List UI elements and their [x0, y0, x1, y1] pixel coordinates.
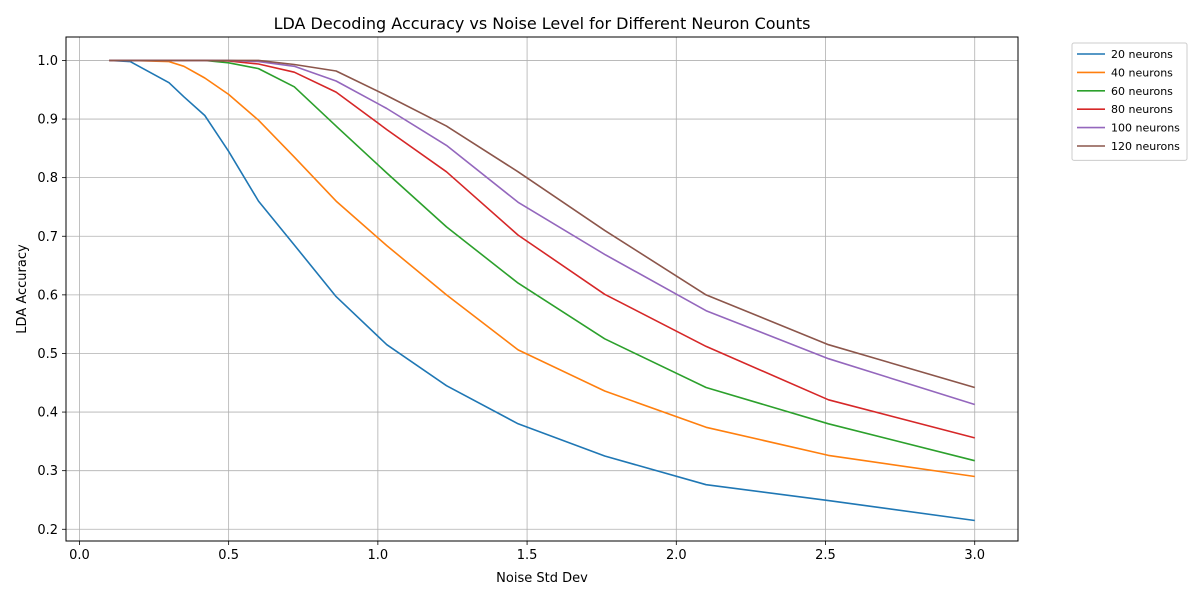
x-tick-label: 3.0 — [964, 548, 985, 563]
y-axis-ticks: 0.2 0.3 0.4 0.5 0.6 0.7 0.8 0.9 1.0 — [37, 54, 66, 538]
y-tick-label: 0.5 — [37, 347, 58, 362]
legend-label: 60 neurons — [1111, 85, 1173, 98]
x-tick-label: 0.5 — [218, 548, 239, 563]
chart-title: LDA Decoding Accuracy vs Noise Level for… — [274, 14, 811, 33]
series-line-6 — [109, 59, 975, 389]
grid — [66, 37, 1018, 541]
y-tick-label: 0.3 — [37, 464, 58, 479]
x-tick-label: 2.0 — [666, 548, 687, 563]
x-axis-label: Noise Std Dev — [496, 571, 588, 586]
y-tick-label: 0.9 — [37, 113, 58, 128]
plot-area — [65, 36, 1019, 542]
series-line-1 — [109, 59, 975, 522]
y-tick-label: 1.0 — [37, 54, 58, 69]
x-tick-label: 1.5 — [517, 548, 538, 563]
series-lines — [109, 59, 975, 522]
legend-label: 20 neurons — [1111, 48, 1173, 61]
x-tick-label: 2.5 — [815, 548, 836, 563]
legend-label: 80 neurons — [1111, 103, 1173, 116]
legend-label: 120 neurons — [1111, 140, 1180, 153]
series-line-2 — [109, 59, 975, 478]
series-line-3 — [109, 59, 975, 462]
legend-label: 100 neurons — [1111, 122, 1180, 135]
series-line-5 — [109, 59, 975, 406]
y-tick-label: 0.6 — [37, 288, 58, 303]
x-axis-ticks: 0.0 0.5 1.0 1.5 2.0 2.5 3.0 — [69, 541, 985, 563]
legend-label: 40 neurons — [1111, 66, 1173, 79]
y-axis-label: LDA Accuracy — [15, 244, 30, 334]
y-tick-label: 0.4 — [37, 406, 58, 421]
y-tick-label: 0.8 — [37, 171, 58, 186]
x-tick-label: 1.0 — [368, 548, 389, 563]
y-tick-label: 0.2 — [37, 523, 58, 538]
legend: 20 neurons 40 neurons 60 neurons 80 neurons… — [1071, 42, 1188, 161]
series-line-4 — [109, 59, 975, 439]
x-tick-label: 0.0 — [69, 548, 90, 563]
y-tick-label: 0.7 — [37, 230, 58, 245]
